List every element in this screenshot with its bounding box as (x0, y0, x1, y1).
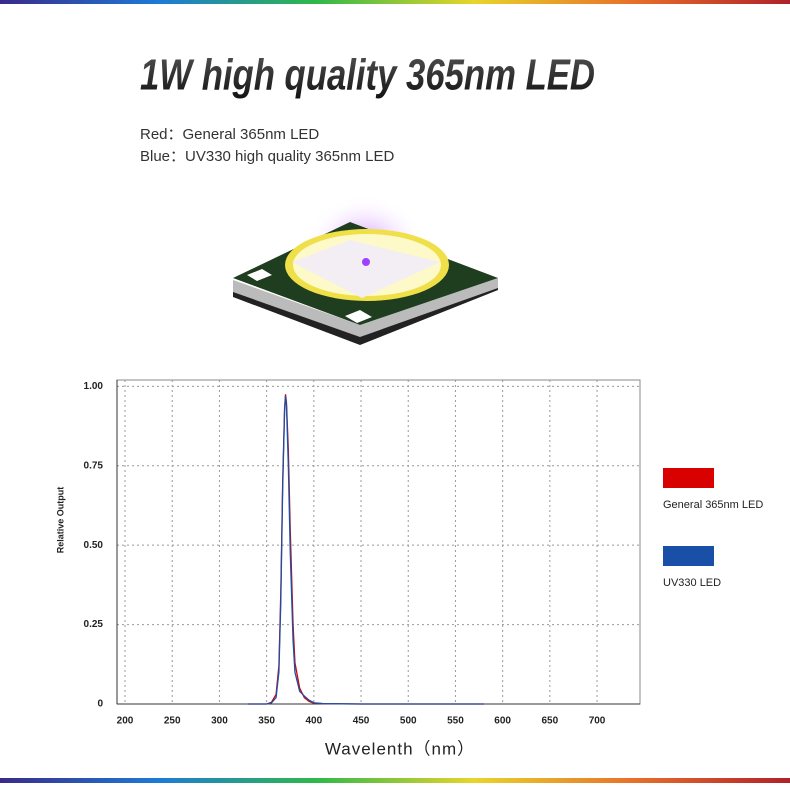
y-tick-label: 0 (97, 699, 103, 710)
x-tick-label: 650 (542, 716, 559, 727)
led-illustration (233, 195, 498, 345)
x-tick-label: 500 (400, 716, 417, 727)
note: Red：General 365nm LED (140, 126, 319, 143)
x-tick-label: 200 (117, 716, 134, 727)
x-axis-label: Wavelenth（nm） (325, 739, 475, 758)
title: 1W high quality 365nm LED (140, 51, 595, 100)
y-tick-label: 1.00 (84, 381, 104, 392)
top-bar (0, 0, 790, 4)
x-tick-label: 250 (164, 716, 181, 727)
x-tick-label: 600 (494, 716, 511, 727)
legend-swatch (663, 546, 714, 566)
plot-frame (116, 379, 641, 705)
x-tick-label: 350 (258, 716, 275, 727)
x-tick-label: 450 (353, 716, 370, 727)
legend-label: UV330 LED (663, 577, 721, 589)
y-tick-label: 0.75 (84, 460, 104, 471)
chart: 0 0.25 0.50 0.75 1.00 200 250 300 350 400 450 500 55… (55, 379, 763, 758)
x-tick-label: 700 (589, 716, 606, 727)
bottom-bar (0, 778, 790, 783)
note: Blue：UV330 high quality 365nm LED (140, 148, 394, 165)
x-tick-label: 550 (447, 716, 464, 727)
x-tick-label: 300 (211, 716, 228, 727)
series-line (247, 394, 484, 705)
legend-label: General 365nm LED (663, 499, 763, 511)
y-tick-label: 0.25 (84, 619, 104, 630)
x-tick-label: 400 (305, 716, 322, 727)
legend-swatch (663, 468, 714, 488)
series-line (247, 395, 484, 705)
y-axis-label: Relative Output (55, 487, 65, 554)
y-tick-label: 0.50 (84, 540, 104, 551)
